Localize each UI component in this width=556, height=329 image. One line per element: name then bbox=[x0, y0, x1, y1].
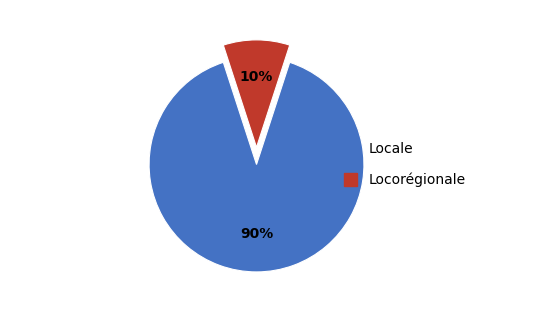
Wedge shape bbox=[149, 62, 364, 272]
Text: 10%: 10% bbox=[240, 70, 273, 85]
Text: 90%: 90% bbox=[240, 227, 273, 241]
Legend: Locale, Locorégionale: Locale, Locorégionale bbox=[330, 128, 479, 201]
Wedge shape bbox=[224, 40, 290, 147]
